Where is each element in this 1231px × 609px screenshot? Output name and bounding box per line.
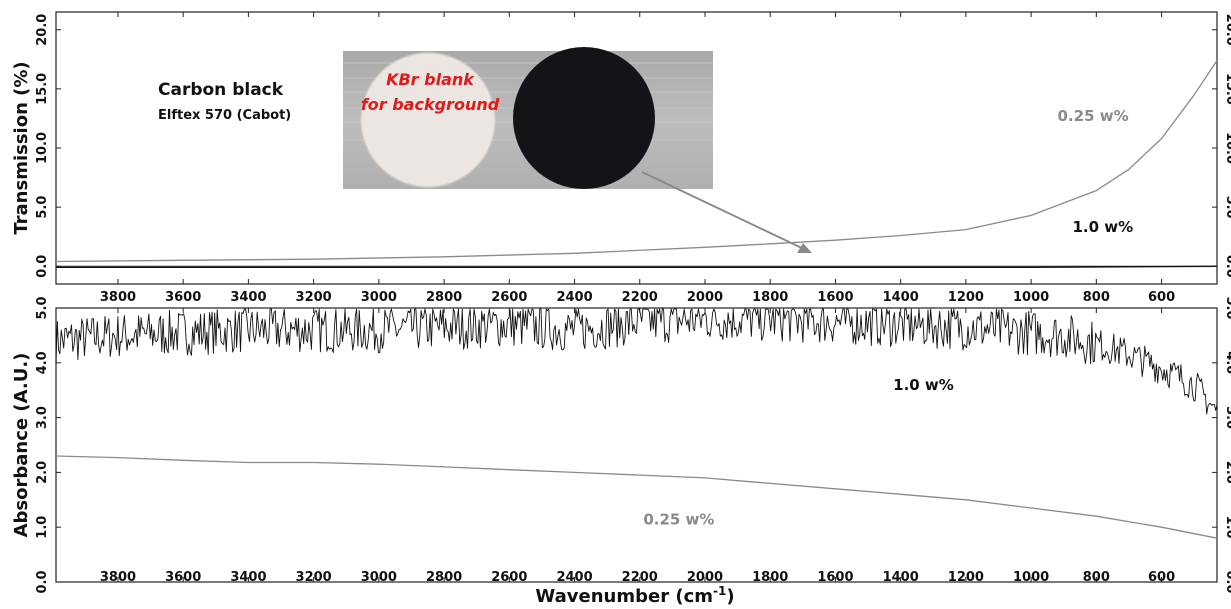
y-tick-label-right: 2.0 <box>1223 461 1231 484</box>
y-tick-label-left: 1.0 <box>35 516 50 539</box>
series-line-2 <box>56 265 1218 269</box>
y-tick-label-right: 0.0 <box>1223 255 1231 278</box>
x-tick-label: 2200 <box>622 570 658 585</box>
top-panel: 0.0 0.0 5.0 5.0 10.0 10.0 15.0 15.0 20.0 20.0 0.2… <box>11 11 1231 285</box>
x-tick-label: 2400 <box>556 290 592 305</box>
y-tick-label-left: 5.0 <box>35 196 50 219</box>
x-tick-label: 1800 <box>752 290 788 305</box>
y-tick-label-left: 4.0 <box>35 351 50 374</box>
x-tick-label: 2600 <box>491 570 527 585</box>
x-tick-label: 2000 <box>687 290 723 305</box>
top-axis-ticks: 0.0 0.0 5.0 5.0 10.0 10.0 15.0 15.0 20.0 20.0 <box>35 12 1231 284</box>
bottom-series-group <box>55 308 1218 539</box>
x-tick-label: 3600 <box>165 290 201 305</box>
kbr-blank-disc <box>360 52 496 188</box>
figure-title: Carbon black <box>158 80 284 100</box>
x-tick-label: 2000 <box>687 570 723 585</box>
x-tick-label: 2800 <box>426 290 462 305</box>
x-tick-label: 600 <box>1148 570 1175 585</box>
x-tick-label: 1400 <box>883 570 919 585</box>
x-tick-label: 3400 <box>230 570 266 585</box>
x-tick-label: 1800 <box>752 570 788 585</box>
x-tick-label: 3400 <box>230 290 266 305</box>
x-tick-label: 800 <box>1083 570 1110 585</box>
top-x-tick-labels: 3800 3600 3400 3200 3000 2800 2600 2400 2200 2000… <box>100 290 1175 305</box>
x-axis-title-close: ) <box>726 586 734 607</box>
arrow-pointer <box>641 171 812 253</box>
photo-inset: KBr blank for background <box>343 47 713 189</box>
x-tick-label: 2200 <box>622 290 658 305</box>
bottom-axis-ticks: 0.0 0.0 1.0 1.0 2.0 2.0 3.0 3.0 4.0 4.0 5.0 5.0 <box>35 296 1231 593</box>
x-tick-label: 1400 <box>883 290 919 305</box>
top-annotations: 0.25 w% 1.0 w% <box>1058 107 1134 236</box>
bottom-annotations: 1.0 w% 0.25 w% <box>643 376 953 528</box>
y-tick-label-left: 3.0 <box>35 406 50 429</box>
bottom-y-axis-title: Absorbance (A.U.) <box>11 353 32 538</box>
y-tick-label-left: 0.0 <box>35 255 50 278</box>
x-tick-label: 1000 <box>1013 570 1049 585</box>
top-series-group <box>55 60 1218 269</box>
y-tick-label-right: 15.0 <box>1223 73 1231 105</box>
x-tick-label: 3000 <box>361 290 397 305</box>
series-line-2 <box>55 455 1218 539</box>
bottom-panel: 0.0 0.0 1.0 1.0 2.0 2.0 3.0 3.0 4.0 4.0 5.0 5.0 1.0… <box>11 296 1231 593</box>
series-annotation: 0.25 w% <box>643 510 714 528</box>
y-tick-label-left: 0.0 <box>35 570 50 593</box>
x-tick-label: 2400 <box>556 570 592 585</box>
x-tick-label: 3200 <box>296 570 332 585</box>
x-axis-title-sup: -1 <box>713 584 726 598</box>
series-annotation: 0.25 w% <box>1058 107 1129 125</box>
x-tick-label: 1000 <box>1013 290 1049 305</box>
y-tick-label-right: 0.0 <box>1223 570 1231 593</box>
series-annotation: 1.0 w% <box>1073 218 1134 236</box>
y-tick-label-left: 5.0 <box>35 296 50 319</box>
x-tick-label: 1200 <box>948 570 984 585</box>
y-tick-label-right: 20.0 <box>1223 14 1231 46</box>
x-tick-label: 3600 <box>165 570 201 585</box>
y-tick-label-right: 3.0 <box>1223 406 1231 429</box>
x-tick-label: 3800 <box>100 570 136 585</box>
y-tick-label-left: 2.0 <box>35 461 50 484</box>
photo-label-line1: KBr blank <box>386 70 475 89</box>
y-tick-label-right: 10.0 <box>1223 132 1231 164</box>
photo-label-line2: for background <box>361 95 500 114</box>
y-tick-label-right: 5.0 <box>1223 196 1231 219</box>
x-tick-label: 3000 <box>361 570 397 585</box>
carbon-black-disc <box>513 47 655 189</box>
x-tick-label: 2600 <box>491 290 527 305</box>
y-tick-label-left: 10.0 <box>35 132 50 164</box>
top-y-axis-title: Transmission (%) <box>11 61 32 234</box>
figure-subtitle: Elftex 570 (Cabot) <box>158 108 291 123</box>
x-tick-label: 3800 <box>100 290 136 305</box>
x-tick-label: 1600 <box>817 570 853 585</box>
series-annotation: 1.0 w% <box>893 376 954 394</box>
y-tick-label-right: 1.0 <box>1223 516 1231 539</box>
x-tick-label: 600 <box>1148 290 1175 305</box>
x-tick-label: 1200 <box>948 290 984 305</box>
y-tick-label-left: 15.0 <box>35 73 50 105</box>
y-tick-label-left: 20.0 <box>35 14 50 46</box>
x-axis-title-base: Wavenumber (cm <box>535 586 713 607</box>
x-tick-label: 2800 <box>426 570 462 585</box>
bottom-plot-frame <box>55 307 1218 583</box>
series-line-1 <box>55 60 1218 263</box>
x-tick-label: 800 <box>1083 290 1110 305</box>
y-tick-label-right: 4.0 <box>1223 351 1231 374</box>
x-tick-label: 3200 <box>296 290 332 305</box>
bottom-x-tick-labels: 3800 3600 3400 3200 3000 2800 2600 2400 2200 2000… <box>100 570 1175 585</box>
x-tick-label: 1600 <box>817 290 853 305</box>
y-tick-label-right: 5.0 <box>1223 296 1231 319</box>
series-line-1 <box>55 308 1218 415</box>
x-axis-title: Wavenumber (cm-1) <box>535 584 734 607</box>
